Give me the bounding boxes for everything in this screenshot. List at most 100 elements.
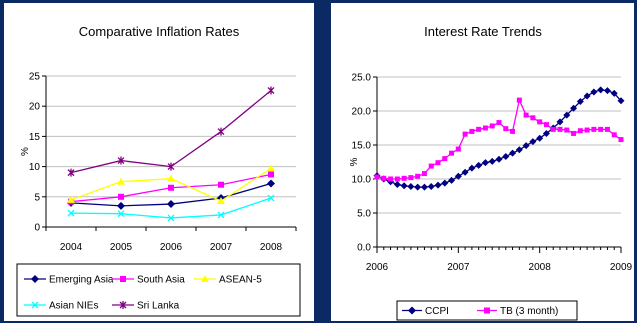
y-tick-label: 5 [34,192,40,203]
y-tick-label: 15.0 [352,141,372,152]
legend-label: Asian NIEs [49,301,98,312]
series-line [70,89,272,174]
data-point [117,201,125,210]
data-point [570,104,578,112]
data-point [400,182,408,190]
data-point [523,112,529,118]
data-point [267,194,275,202]
legend-marker [120,276,126,282]
data-point [394,176,400,182]
data-point [591,126,597,132]
data-point [461,168,469,176]
data-point [617,97,625,105]
data-point [435,160,441,166]
data-point [537,119,543,125]
data-point [510,128,516,134]
legend-label: TB (3 month) [500,306,558,317]
data-point [434,181,442,189]
data-point [67,195,75,203]
y-tick-label: 15 [29,132,41,143]
legend-marker [119,301,127,309]
data-point [577,128,583,134]
data-point [117,210,125,218]
data-point [117,177,125,185]
data-point [167,214,175,222]
data-point [67,168,75,177]
data-point [557,126,563,132]
data-point [421,171,427,177]
data-point [67,209,75,217]
legend-label: Emerging Asia [49,275,114,286]
x-tick-label: 2004 [60,242,83,253]
series-line [70,167,272,202]
data-point [509,149,517,157]
data-point [442,156,448,162]
interest-chart: Interest Rate Trends 0.0 5.0 10.0 15.0 20.0 2… [349,24,633,321]
data-point [448,176,456,184]
data-point [476,126,482,132]
data-point [563,111,571,119]
data-point [414,183,422,191]
data-point [454,172,462,180]
chart-title: Interest Rate Trends [424,24,542,39]
data-point [217,197,225,205]
series-line [376,89,622,188]
data-point [462,131,468,137]
data-point [556,118,564,126]
legend-label: CCPI [425,306,449,317]
data-point [583,92,591,100]
legend-marker [408,306,416,315]
legend-marker [31,275,39,283]
data-point [408,175,414,181]
data-point [267,179,275,188]
data-point [217,211,225,219]
data-point [118,193,124,200]
legend-marker [484,307,490,314]
x-tick-label: 2007 [210,242,233,253]
data-point [543,122,549,128]
data-point [475,161,483,169]
data-point [530,115,536,121]
y-axis-label: % [349,157,360,166]
y-tick-label: 0 [34,223,40,234]
y-tick-label: 0.0 [357,243,371,254]
data-point [267,164,275,172]
chart-title: Comparative Inflation Rates [79,24,240,39]
data-point [584,127,590,133]
data-point [489,123,495,129]
data-point [488,157,496,165]
legend-marker [201,275,209,282]
data-point [576,97,584,105]
data-point [495,155,503,163]
data-point [168,184,174,191]
data-point [117,156,125,165]
data-point [598,126,604,132]
data-point [381,175,387,181]
data-point [267,86,275,95]
data-point [590,88,598,96]
x-tick-label: 2005 [110,242,133,253]
data-point [469,128,475,134]
y-tick-label: 20.0 [352,107,372,118]
legend [16,263,301,317]
data-point [604,126,610,132]
data-point [401,175,407,181]
x-tick-label: 2009 [610,262,633,273]
data-point [516,97,522,103]
data-point [388,176,394,182]
data-point [618,137,624,143]
data-point [167,162,175,171]
x-tick-label: 2007 [447,262,470,273]
data-point [603,87,611,95]
data-point [496,120,502,126]
data-point [571,130,577,136]
data-point [502,153,510,161]
data-point [515,146,523,154]
data-point [218,181,224,188]
inflation-chart: Comparative Inflation Rates 0 5 10 15 20 25% 2… [16,24,301,317]
data-point [415,173,421,179]
data-point [455,146,461,152]
legend-marker [31,301,39,309]
data-point [536,134,544,142]
legend-label: Sri Lanka [137,301,180,312]
